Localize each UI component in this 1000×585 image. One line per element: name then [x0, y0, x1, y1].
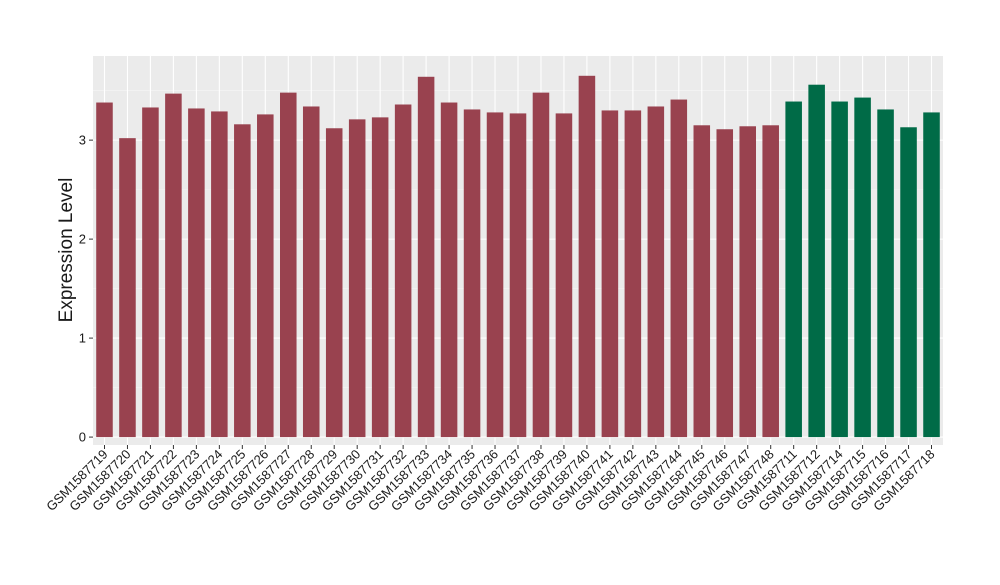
bar-GSM1587717	[900, 127, 917, 438]
y-tick-label: 3	[79, 133, 86, 148]
bar-GSM1587742	[624, 110, 642, 438]
bar-GSM1587720	[119, 138, 136, 438]
bar-GSM1587747	[739, 126, 756, 438]
bar-GSM1587733	[417, 76, 435, 438]
bar-GSM1587716	[877, 109, 894, 438]
bar-GSM1587741	[601, 110, 619, 438]
bar-GSM1587729	[325, 128, 343, 438]
bar-GSM1587735	[463, 109, 481, 438]
bar-GSM1587726	[257, 114, 274, 438]
bar-GSM1587723	[188, 108, 205, 438]
bar-GSM1587731	[371, 117, 389, 438]
bar-GSM1587739	[555, 113, 573, 438]
bar-GSM1587746	[716, 129, 734, 438]
bar-GSM1587740	[578, 75, 596, 438]
bar-GSM1587724	[211, 111, 228, 438]
y-tick-label: 0	[79, 430, 86, 445]
bar-GSM1587715	[854, 97, 871, 438]
bar-GSM1587711	[785, 101, 802, 438]
y-tick-label: 2	[79, 232, 86, 247]
bar-GSM1587737	[509, 113, 527, 438]
y-axis-title: Expression Level	[56, 178, 77, 323]
bar-GSM1587719	[96, 102, 113, 438]
bar-GSM1587718	[923, 112, 940, 438]
bar-GSM1587738	[532, 92, 550, 438]
x-axis: GSM1587719GSM1587720GSM1587721GSM1587722…	[43, 445, 938, 514]
bar-GSM1587736	[486, 112, 504, 438]
bar-GSM1587732	[394, 104, 412, 438]
bar-GSM1587728	[302, 106, 320, 438]
bar-GSM1587743	[647, 106, 665, 438]
bar-GSM1587730	[348, 119, 366, 438]
bar-GSM1587722	[165, 93, 182, 438]
y-axis: 0 1 2 3	[79, 133, 93, 445]
bar-GSM1587744	[670, 99, 688, 438]
bar-GSM1587714	[831, 101, 848, 438]
bar-GSM1587727	[280, 92, 297, 438]
bar-GSM1587725	[234, 124, 251, 438]
bar-GSM1587721	[142, 107, 159, 438]
bars	[96, 75, 940, 438]
bar-GSM1587745	[693, 125, 711, 438]
y-tick-label: 1	[79, 331, 86, 346]
bar-GSM1587734	[440, 102, 458, 438]
bar-GSM1587748	[762, 125, 779, 438]
bar-GSM1587712	[808, 84, 825, 438]
